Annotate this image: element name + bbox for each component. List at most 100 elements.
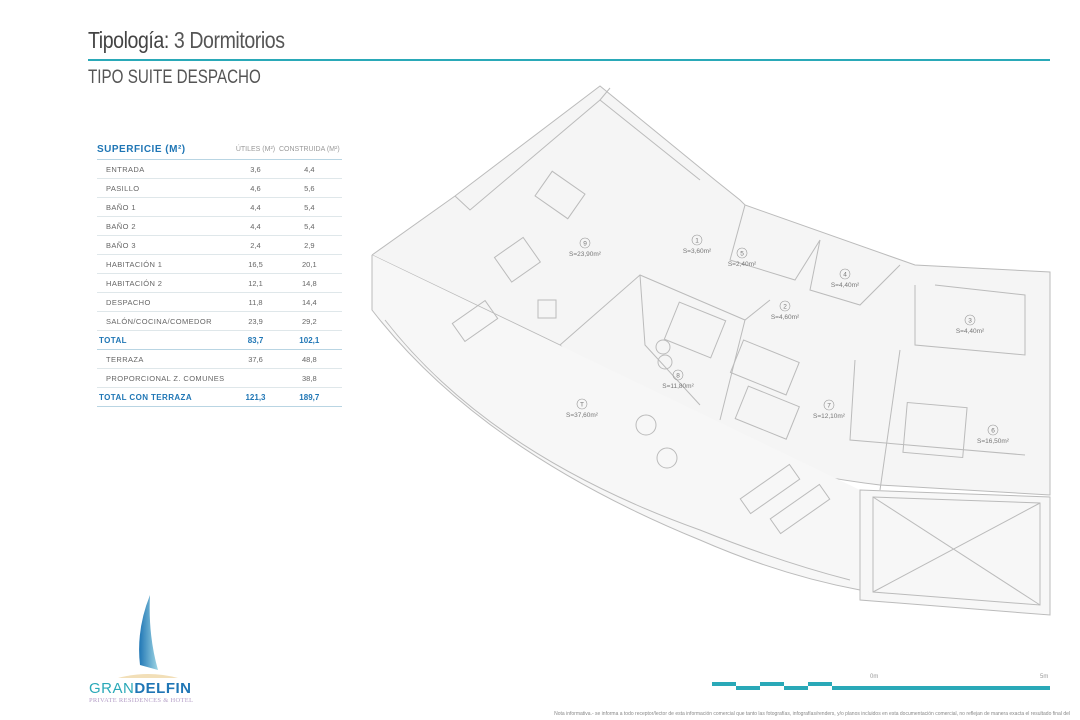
- table-row: DESPACHO 11,8 14,4: [97, 292, 342, 312]
- room-number: 6: [991, 427, 995, 434]
- room-label: T S=37,60m²: [566, 398, 599, 419]
- cell-name: TERRAZA: [97, 349, 235, 369]
- cell-name: HABITACIÓN 2: [97, 273, 235, 293]
- room-number-circle: [779, 300, 791, 312]
- table-row: TOTAL CON TERRAZA 121,3 189,7: [97, 387, 342, 407]
- room-label: 3 S=4,40m²: [956, 314, 985, 335]
- table-row: PASILLO 4,6 5,6: [97, 178, 342, 198]
- cell-utiles: 4,6: [234, 178, 277, 198]
- room-number: 5: [740, 250, 744, 257]
- title-divider: [88, 59, 1050, 61]
- scale-seg: [832, 686, 1050, 690]
- room-number-circle: [839, 268, 851, 280]
- cell-utiles: 23,9: [234, 311, 277, 331]
- table-row: HABITACIÓN 2 12,1 14,8: [97, 273, 342, 293]
- cell-construida: 14,4: [276, 292, 342, 312]
- room-number-circle: [964, 314, 976, 326]
- room-label: 6 S=16,50m²: [977, 424, 1010, 445]
- cell-name: SALÓN/COCINA/COMEDOR: [97, 311, 235, 331]
- header-surface: SUPERFICIE (M²): [97, 141, 235, 160]
- cell-construida: 14,8: [276, 273, 342, 293]
- cell-utiles: 4,4: [234, 216, 277, 236]
- room-number: 1: [695, 237, 699, 244]
- room-number: 2: [783, 303, 787, 310]
- room-label: 5 S=2,40m²: [728, 247, 757, 268]
- room-area: S=4,60m²: [771, 314, 800, 321]
- page-title: Tipología: 3 Dormitorios: [88, 27, 285, 53]
- surface-table: SUPERFICIE (M²) ÚTILES (M²) CONSTRUIDA (…: [97, 141, 342, 407]
- page-subtitle: TIPO SUITE DESPACHO: [88, 67, 261, 88]
- room-number-circle: [736, 247, 748, 259]
- scale-seg: [808, 682, 832, 686]
- room-label: 8 S=11,80m²: [662, 369, 695, 390]
- room-label: 1 S=3,60m²: [683, 234, 712, 255]
- cell-utiles: 16,5: [234, 254, 277, 274]
- cell-utiles: 83,7: [234, 330, 277, 350]
- cell-construida: 5,4: [276, 216, 342, 236]
- scale-seg: [712, 682, 736, 686]
- room-area: S=3,60m²: [683, 248, 712, 255]
- cell-utiles: 2,4: [234, 235, 277, 255]
- room-label: 4 S=4,40m²: [831, 268, 860, 289]
- cell-utiles: 121,3: [234, 387, 277, 407]
- scale-start-label: 0m: [870, 674, 879, 680]
- scale-end-label: 5m: [1040, 674, 1049, 680]
- table-row: BAÑO 2 4,4 5,4: [97, 216, 342, 236]
- room-number: 8: [676, 372, 680, 379]
- cell-utiles: 3,6: [234, 159, 277, 179]
- cell-name: HABITACIÓN 1: [97, 254, 235, 274]
- cell-construida: 189,7: [276, 387, 342, 407]
- cell-name: BAÑO 3: [97, 235, 235, 255]
- cell-construida: 29,2: [276, 311, 342, 331]
- cell-utiles: 4,4: [234, 197, 277, 217]
- room-number-circle: [691, 234, 703, 246]
- cell-utiles: [234, 368, 277, 388]
- plan-walls: [371, 85, 1051, 616]
- room-number-circle: [987, 424, 999, 436]
- scale-bar: [712, 682, 1050, 690]
- room-number-circle: [672, 369, 684, 381]
- cell-name: ENTRADA: [97, 159, 235, 179]
- brand-tagline: PRIVATE RESIDENCES & HOTEL: [89, 697, 194, 704]
- room-area: S=12,10m²: [813, 413, 846, 420]
- cell-name: BAÑO 1: [97, 197, 235, 217]
- room-area: S=2,40m²: [728, 261, 757, 268]
- brand-name: GRANDELFIN: [89, 680, 192, 697]
- table-row: TOTAL 83,7 102,1: [97, 330, 342, 350]
- cell-utiles: 12,1: [234, 273, 277, 293]
- room-number: 7: [827, 402, 831, 409]
- cell-name: TOTAL CON TERRAZA: [97, 387, 235, 407]
- room-number-circle: [576, 398, 588, 410]
- table-row: BAÑO 3 2,4 2,9: [97, 235, 342, 255]
- cell-utiles: 37,6: [234, 349, 277, 369]
- room-number: T: [580, 401, 584, 408]
- scale-seg: [736, 686, 760, 690]
- room-area: S=11,80m²: [662, 383, 694, 390]
- header-utiles: ÚTILES (M²): [234, 141, 277, 160]
- room-area: S=23,90m²: [569, 251, 602, 258]
- cell-construida: 4,4: [276, 159, 342, 179]
- cell-construida: 5,4: [276, 197, 342, 217]
- cell-name: BAÑO 2: [97, 216, 235, 236]
- cell-name: PROPORCIONAL Z. COMUNES: [97, 368, 235, 388]
- cell-name: DESPACHO: [97, 292, 235, 312]
- room-number-circle: [579, 237, 591, 249]
- room-area: S=4,40m²: [956, 328, 985, 335]
- room-number-circle: [823, 399, 835, 411]
- footnote: Nota informativa.- se informa a todo rec…: [554, 711, 1070, 717]
- room-label: 7 S=12,10m²: [813, 399, 846, 420]
- cell-name: PASILLO: [97, 178, 235, 198]
- table-row: TERRAZA 37,6 48,8: [97, 349, 342, 369]
- cell-construida: 5,6: [276, 178, 342, 198]
- table-row: SALÓN/COCINA/COMEDOR 23,9 29,2: [97, 311, 342, 331]
- cell-utiles: 11,8: [234, 292, 277, 312]
- cell-construida: 102,1: [276, 330, 342, 350]
- cell-name: TOTAL: [97, 330, 235, 350]
- cell-construida: 38,8: [276, 368, 342, 388]
- room-label: 2 S=4,60m²: [771, 300, 800, 321]
- scale-seg: [760, 682, 784, 686]
- table-row: PROPORCIONAL Z. COMUNES 38,8: [97, 368, 342, 388]
- table-row: BAÑO 1 4,4 5,4: [97, 197, 342, 217]
- table-row: ENTRADA 3,6 4,4: [97, 159, 342, 179]
